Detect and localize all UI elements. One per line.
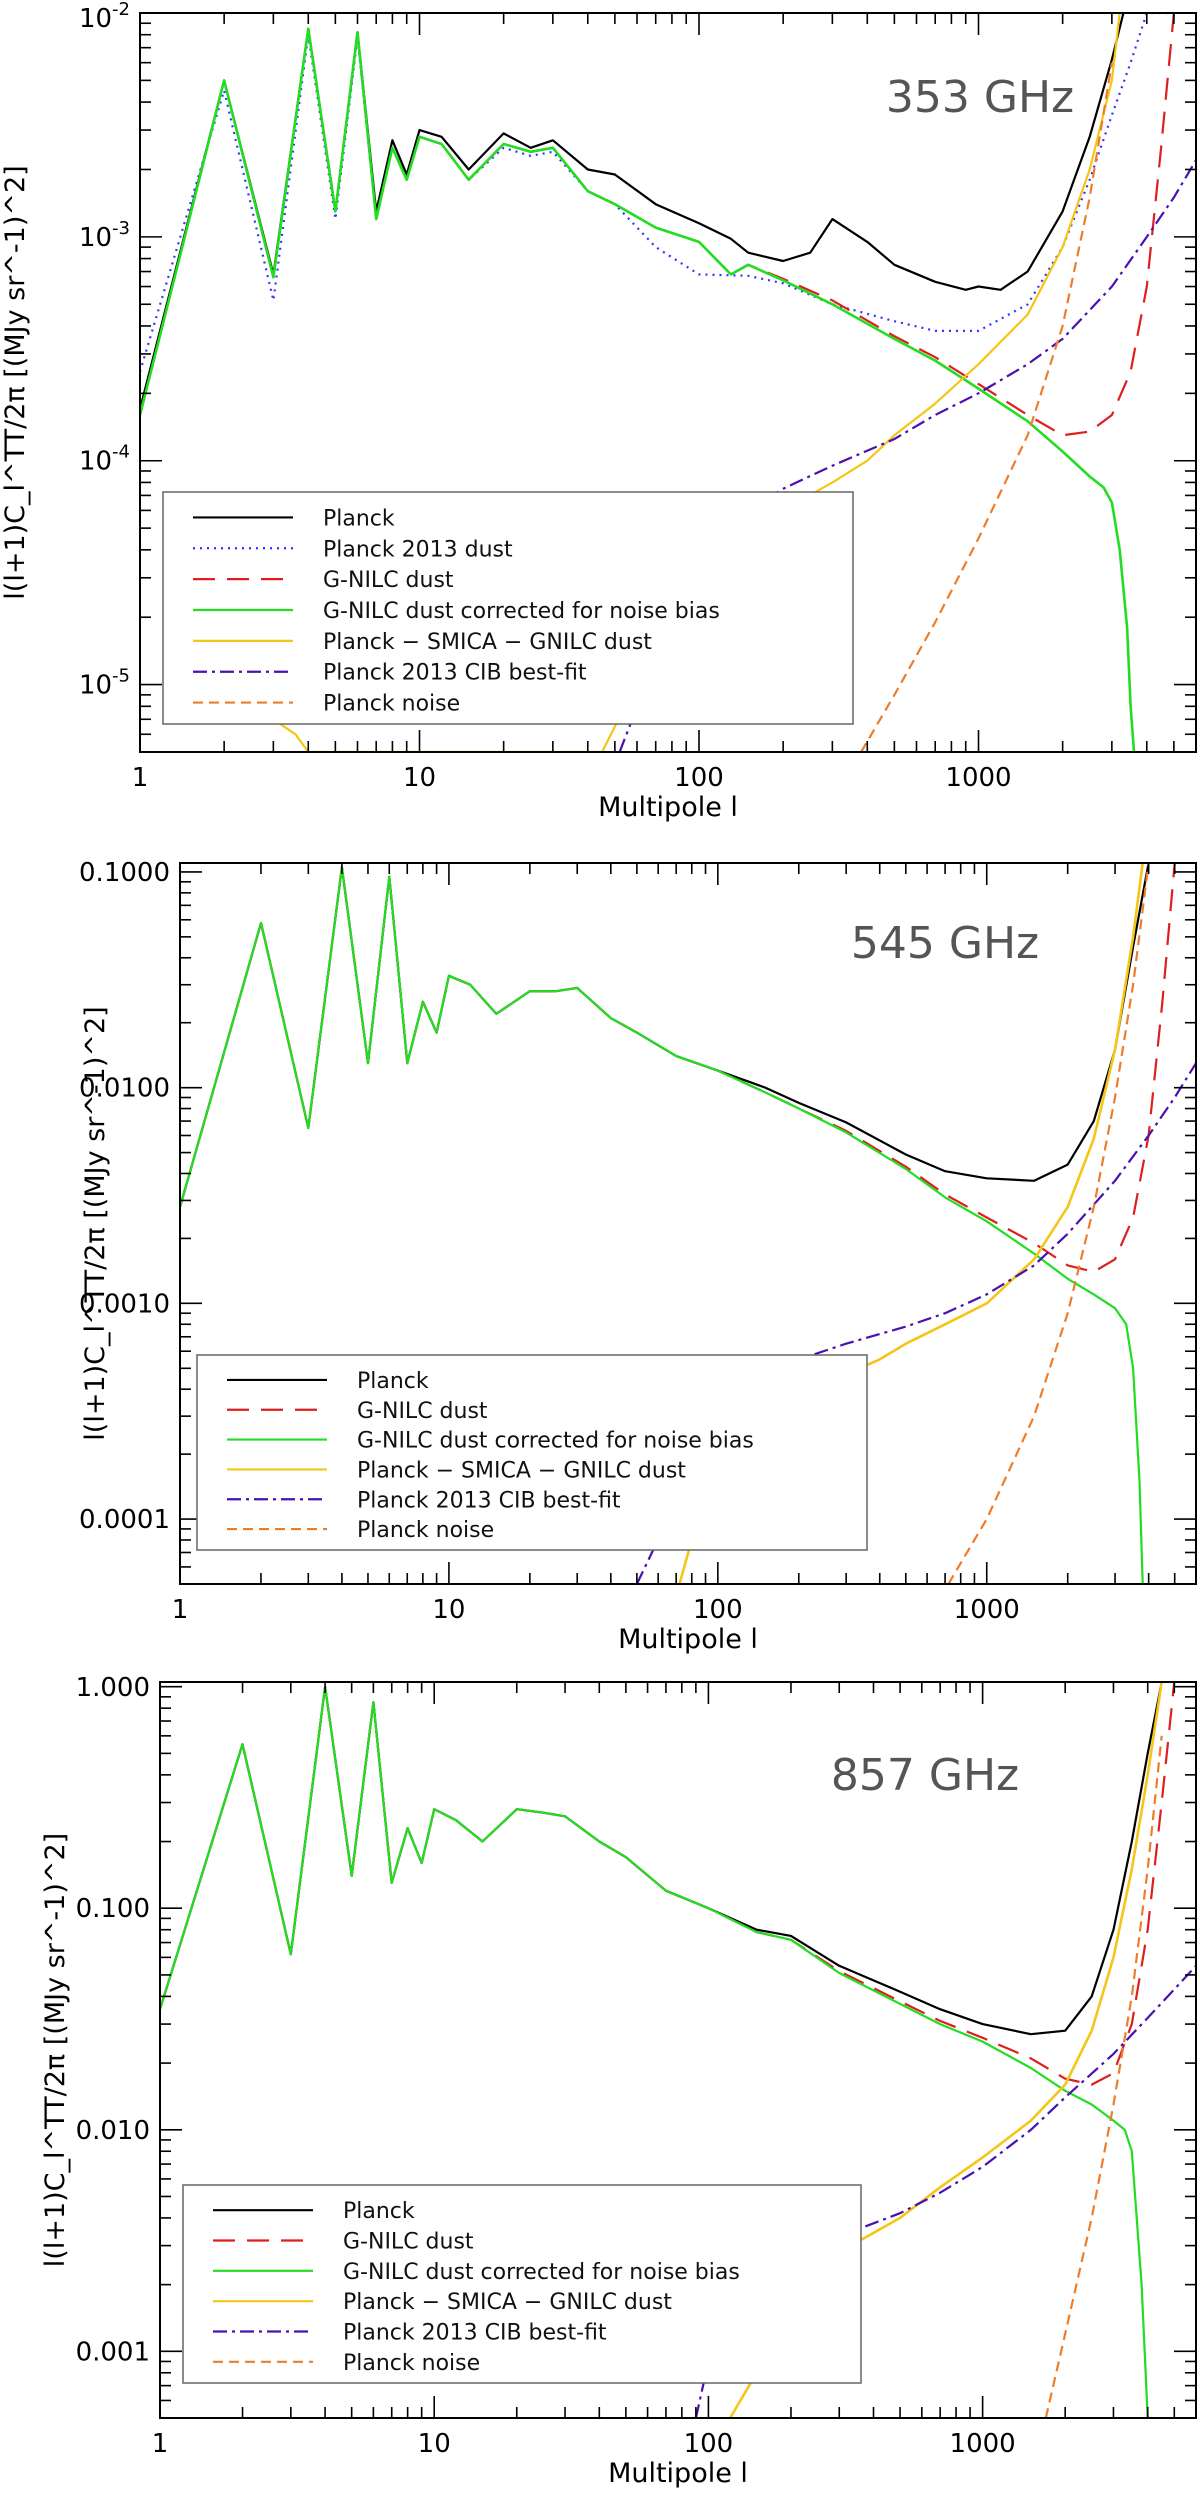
x-axis-title: Multipole l [618,1624,758,1655]
series-line-1 [180,863,1150,1208]
y-ticks [180,871,1196,1585]
x-tick-label: 1 [132,763,149,793]
legend-label-2: G-NILC dust [357,1399,488,1424]
series-line-2 [160,1682,1176,2086]
y-tick-label: 0.0001 [79,1505,170,1535]
legend-box [162,491,854,725]
series-line-2 [140,13,1174,373]
y-axis-title: l(l+1)C_l^TT/2π [(MJy sr^-1)^2] [80,1006,111,1440]
legend-label-5: Planck − SMICA − GNILC dust [323,630,652,655]
plot-frame [179,862,1197,1585]
x-tick-label: 1 [152,2429,169,2459]
y-tick-label: 0.0100 [79,1074,170,1104]
series-line-4 [140,27,1136,752]
x-axis-title: Multipole l [608,2458,748,2489]
legend-label-4: Planck − SMICA − GNILC dust [343,2290,672,2315]
legend-label-6: Planck 2013 CIB best-fit [323,661,587,686]
x-tick-label: 1 [172,1595,189,1625]
legend-label-2: G-NILC dust [343,2230,474,2255]
legend: Planck Planck 2013 dust G-NILC dust G-NILC … [162,491,854,725]
series-line-1 [160,1682,1163,2036]
legend-label-2: Planck 2013 dust [323,537,513,562]
y-tick-label: 10-5 [79,666,130,701]
legend-label-4: Planck − SMICA − GNILC dust [357,1458,686,1483]
chart-title: 545 GHz [851,918,1039,969]
plot-frame [139,12,1197,753]
chart-panel-1: 1 10 100 1000 10-2 10-3 10-4 10-5 Multipole l l(l… [0,0,1197,823]
y-axis-title: l(l+1)C_l^TT/2π [(MJy sr^-1)^2] [0,165,31,599]
legend: Planck G-NILC dust G-NILC dust corrected f… [196,1354,868,1551]
y-tick-label: 0.1000 [79,858,170,888]
x-axis-title: Multipole l [598,792,738,823]
x-ticks [159,1682,1197,2418]
legend-box [182,2184,862,2384]
x-tick-label: 1000 [954,1595,1020,1625]
y-ticks [160,1685,1196,2419]
series-line-3 [180,866,1144,1584]
legend-label-3: G-NILC dust corrected for noise bias [343,2260,740,2285]
y-ticks [140,12,1196,753]
legend-label-5: Planck 2013 CIB best-fit [343,2321,607,2346]
x-tick-label: 100 [684,2429,734,2459]
y-tick-label: 1.000 [76,1673,150,1703]
legend: Planck G-NILC dust G-NILC dust corrected f… [182,2184,862,2384]
y-tick-label: 10-3 [79,218,130,253]
series-line-6 [1044,1735,1163,2418]
legend-label-1: Planck [357,1369,429,1394]
x-ticks [139,13,1197,752]
x-tick-label: 10 [418,2429,451,2459]
y-tick-label: 0.001 [76,2337,150,2367]
x-tick-label: 10 [403,763,436,793]
series-line-7 [860,62,1113,752]
plot-frame [159,1681,1197,2419]
chart-panel-2: 1 10 100 1000 0.1000 0.0100 0.0010 0.0001 Multip… [79,858,1197,1655]
legend-label-3: G-NILC dust corrected for noise bias [357,1429,754,1454]
legend-label-6: Planck noise [343,2351,480,2376]
chart-title: 857 GHz [831,1750,1019,1801]
legend-label-5: Planck 2013 CIB best-fit [357,1488,621,1513]
y-tick-label: 0.0010 [79,1289,170,1319]
legend-box [196,1354,868,1551]
x-tick-label: 1000 [950,2429,1016,2459]
legend-label-4: G-NILC dust corrected for noise bias [323,599,720,624]
legend-label-3: G-NILC dust [323,568,454,593]
chart-panel-3: 1 10 100 1000 1.000 0.100 0.010 0.001 Multipole … [40,1673,1197,2489]
x-tick-label: 100 [674,763,724,793]
series-line-6 [947,863,1150,1584]
x-ticks [179,863,1197,1584]
y-tick-label: 0.010 [76,2116,150,2146]
y-tick-label: 0.100 [76,1894,150,1924]
x-tick-label: 1000 [945,763,1011,793]
legend-label-6: Planck noise [357,1518,494,1543]
chart-title: 353 GHz [886,72,1074,123]
legend-label-7: Planck noise [323,692,460,717]
x-tick-label: 100 [693,1595,743,1625]
y-tick-label: 10-2 [79,0,130,34]
legend-label-1: Planck [343,2199,415,2224]
legend-label-1: Planck [323,506,395,531]
series-line-3 [160,1685,1149,2418]
x-tick-label: 10 [432,1595,465,1625]
y-tick-label: 10-4 [79,442,130,477]
y-axis-title: l(l+1)C_l^TT/2π [(MJy sr^-1)^2] [40,1833,71,2267]
